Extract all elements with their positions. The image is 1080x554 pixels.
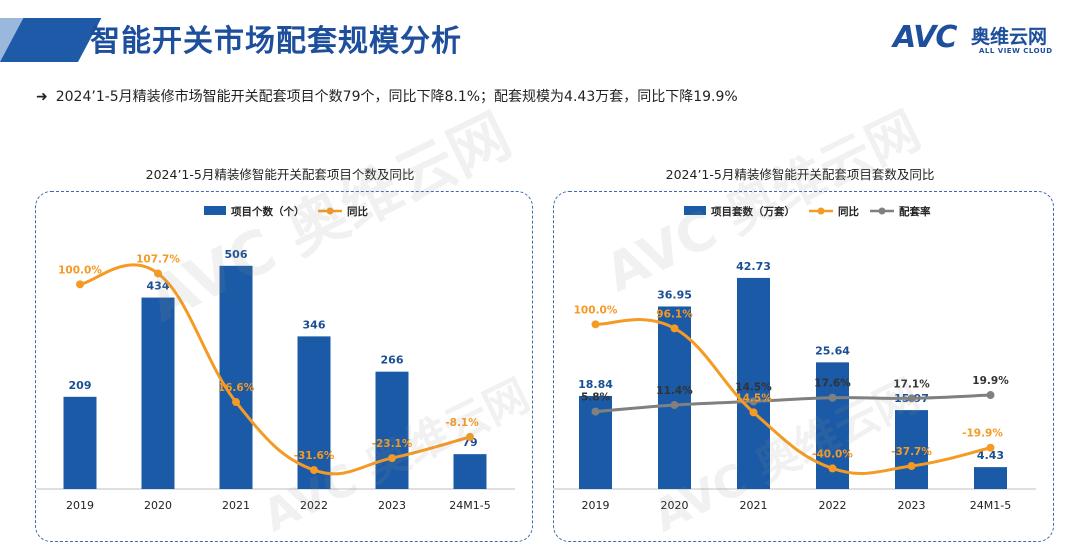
legend-line-marker	[326, 207, 334, 215]
growth-label: 100.0%	[574, 304, 618, 316]
x-tick-label: 2022	[300, 499, 328, 512]
page-title: 智能开关市场配套规模分析	[90, 24, 462, 59]
x-tick-label: 2020	[144, 499, 172, 512]
bar-value-label: 18.84	[578, 378, 613, 391]
bar-value-label: 506	[225, 248, 248, 261]
rate-label: 5.8%	[581, 392, 611, 404]
growth-label: 16.6%	[218, 382, 255, 394]
legend-label: 同比	[347, 205, 368, 218]
rate-line	[595, 393, 991, 414]
legend-bar-swatch	[684, 206, 706, 215]
legend-label: 配套率	[899, 205, 931, 218]
x-tick-label: 2021	[740, 499, 768, 512]
growth-point	[907, 462, 916, 471]
legend-label: 项目套数（万套）	[711, 205, 795, 218]
growth-point	[310, 466, 318, 475]
growth-point	[154, 269, 162, 278]
growth-point	[232, 398, 240, 407]
bar-value-label: 266	[381, 354, 404, 367]
logo-en: ALL VIEW CLOUD	[979, 47, 1053, 55]
rate-label: 17.1%	[893, 378, 930, 390]
growth-label: -19.9%	[962, 428, 1003, 440]
x-tick-label: 24M1-5	[449, 499, 490, 512]
bar-value-label: 209	[69, 379, 92, 392]
bar	[63, 396, 97, 489]
bar	[375, 371, 409, 489]
rate-label: 17.6%	[814, 378, 851, 390]
x-tick-label: 2022	[819, 499, 847, 512]
rate-label: 14.5%	[735, 381, 772, 393]
rate-point	[670, 401, 679, 410]
chart1-title: 2024’1-5月精装修智能开关配套项目个数及同比	[145, 167, 415, 182]
growth-label: 14.5%	[735, 392, 772, 404]
bar	[219, 265, 253, 489]
bar	[895, 410, 928, 489]
growth-point	[76, 280, 84, 289]
growth-point	[986, 443, 995, 452]
bar	[658, 306, 691, 489]
bar	[453, 454, 487, 489]
bar	[737, 277, 770, 489]
bar-value-label: 42.73	[736, 260, 771, 273]
rate-label: 19.9%	[972, 375, 1009, 387]
growth-label: -8.1%	[445, 417, 479, 429]
rate-point	[591, 407, 600, 416]
chart2-panel: 项目套数（万套） 同比 配套率 18.84 2019 36.95 2020 42.73 2021…	[548, 191, 1054, 542]
growth-line	[595, 318, 991, 475]
rate-point	[828, 393, 837, 402]
x-tick-label: 2020	[661, 499, 689, 512]
x-tick-label: 2023	[898, 499, 926, 512]
chart1-panel: 项目个数（个） 同比 209 2019 434 2020 506 2021 346 2022 266…	[33, 191, 533, 542]
rate-point	[907, 394, 916, 403]
rate-point	[986, 391, 995, 400]
double-arrow-icon: ➜	[36, 89, 48, 105]
x-tick-label: 2021	[222, 499, 250, 512]
bar	[141, 297, 175, 489]
growth-label: 107.7%	[136, 253, 180, 265]
growth-label: -37.7%	[891, 446, 932, 458]
x-tick-label: 2023	[378, 499, 406, 512]
x-tick-label: 2019	[582, 499, 610, 512]
growth-label: 96.1%	[656, 308, 693, 320]
x-tick-label: 2019	[66, 499, 94, 512]
logo-cn: 奥维云网	[971, 26, 1048, 48]
rate-label: 11.4%	[656, 385, 693, 397]
growth-point	[591, 320, 600, 329]
bar-value-label: 25.64	[815, 344, 850, 357]
growth-point	[749, 408, 758, 417]
rate-point	[749, 397, 758, 406]
bar-value-label: 4.43	[977, 449, 1004, 462]
bar	[297, 336, 331, 489]
growth-label: -31.6%	[294, 450, 335, 462]
legend-line-marker	[878, 207, 886, 215]
growth-label: -40.0%	[812, 448, 853, 460]
growth-point	[466, 432, 474, 441]
growth-point	[828, 464, 837, 473]
chart1-svg: 项目个数（个） 同比 209 2019 434 2020 506 2021 346 2022 266…	[33, 205, 515, 512]
summary-bullet: ➜ 2024’1-5月精装修市场智能开关配套项目个数79个，同比下降8.1%；配套…	[36, 86, 738, 106]
growth-label: -23.1%	[372, 438, 413, 450]
chart2-svg: 项目套数（万套） 同比 配套率 18.84 2019 36.95 2020 42.73 2021…	[548, 205, 1036, 512]
logo-mark: AVC	[893, 20, 957, 55]
legend-label: 同比	[838, 205, 859, 218]
bar-value-label: 434	[147, 280, 170, 293]
avc-logo: AVC 奥维云网 ALL VIEW CLOUD	[893, 20, 1068, 60]
legend-label: 项目个数（个）	[231, 205, 305, 218]
chart2-title: 2024’1-5月精装修智能开关配套项目套数及同比	[665, 167, 935, 182]
bar-value-label: 36.95	[657, 288, 692, 301]
growth-point	[388, 454, 396, 463]
legend-line-marker	[817, 207, 825, 215]
growth-point	[670, 324, 679, 333]
summary-text: 2024’1-5月精装修市场智能开关配套项目个数79个，同比下降8.1%；配套规…	[55, 89, 738, 105]
growth-label: 100.0%	[58, 264, 102, 276]
bar	[974, 467, 1007, 489]
legend-bar-swatch	[204, 206, 226, 215]
x-tick-label: 24M1-5	[970, 499, 1011, 512]
bar-value-label: 346	[303, 318, 326, 331]
